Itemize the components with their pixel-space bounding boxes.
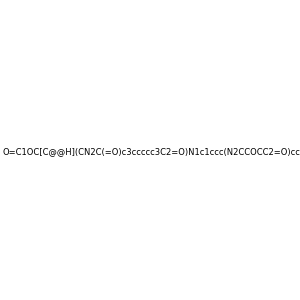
Text: O=C1OC[C@@H](CN2C(=O)c3ccccc3C2=O)N1c1ccc(N2CCOCC2=O)cc1: O=C1OC[C@@H](CN2C(=O)c3ccccc3C2=O)N1c1cc…: [2, 147, 300, 156]
